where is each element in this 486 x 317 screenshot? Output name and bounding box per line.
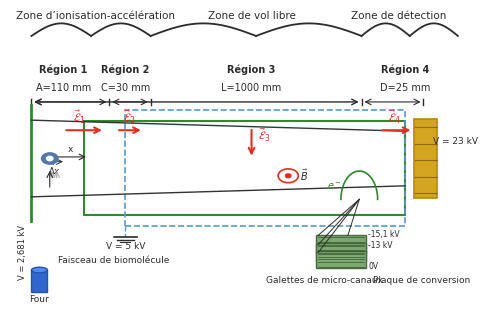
Bar xyxy=(316,243,366,261)
Bar xyxy=(316,251,366,268)
Text: D=25 mm: D=25 mm xyxy=(380,83,430,93)
Text: Zone d’ionisation-accélération: Zone d’ionisation-accélération xyxy=(16,11,175,21)
Text: V = 23 kV: V = 23 kV xyxy=(433,137,478,146)
Text: L=1000 mm: L=1000 mm xyxy=(222,83,282,93)
Text: C=30 mm: C=30 mm xyxy=(101,83,150,93)
Text: Région 2: Région 2 xyxy=(101,64,150,75)
Text: Galettes de micro-canaux: Galettes de micro-canaux xyxy=(266,276,383,285)
Text: V = 2,681 kV: V = 2,681 kV xyxy=(17,225,27,280)
Bar xyxy=(84,121,405,215)
Text: -15,1 kV: -15,1 kV xyxy=(368,230,400,239)
Circle shape xyxy=(285,174,291,178)
Text: Zone de détection: Zone de détection xyxy=(350,11,446,21)
Circle shape xyxy=(41,153,58,164)
Text: Plaque de conversion: Plaque de conversion xyxy=(373,276,470,285)
Bar xyxy=(414,119,437,198)
Text: A=110 mm: A=110 mm xyxy=(36,83,91,93)
Text: -13 kV: -13 kV xyxy=(368,241,393,250)
Text: Faisceau de biomolécule: Faisceau de biomolécule xyxy=(58,256,170,265)
Bar xyxy=(32,270,48,292)
Text: $\vec{B}$: $\vec{B}$ xyxy=(300,168,308,184)
Bar xyxy=(125,110,405,226)
Ellipse shape xyxy=(32,267,48,273)
Circle shape xyxy=(47,156,53,161)
Text: Région 4: Région 4 xyxy=(381,64,429,75)
Text: Four: Four xyxy=(29,295,49,304)
Text: x: x xyxy=(68,145,73,154)
Text: 0V: 0V xyxy=(368,262,379,271)
Text: $\vec{\mathcal{E}}_1$: $\vec{\mathcal{E}}_1$ xyxy=(73,108,86,126)
Text: Région 1: Région 1 xyxy=(39,64,87,75)
Text: $\vec{\mathcal{E}}_2$: $\vec{\mathcal{E}}_2$ xyxy=(123,108,135,126)
Text: $\vec{\mathcal{E}}_4$: $\vec{\mathcal{E}}_4$ xyxy=(388,108,401,126)
Text: Région 3: Région 3 xyxy=(227,64,276,75)
Text: V = 5 kV: V = 5 kV xyxy=(106,242,145,251)
Text: $\Delta x$: $\Delta x$ xyxy=(49,165,61,177)
Text: $\vec{\mathcal{E}}_3$: $\vec{\mathcal{E}}_3$ xyxy=(259,126,271,144)
Bar xyxy=(316,236,366,253)
Text: Zone de vol libre: Zone de vol libre xyxy=(208,11,295,21)
Text: $e^-$: $e^-$ xyxy=(327,181,342,192)
